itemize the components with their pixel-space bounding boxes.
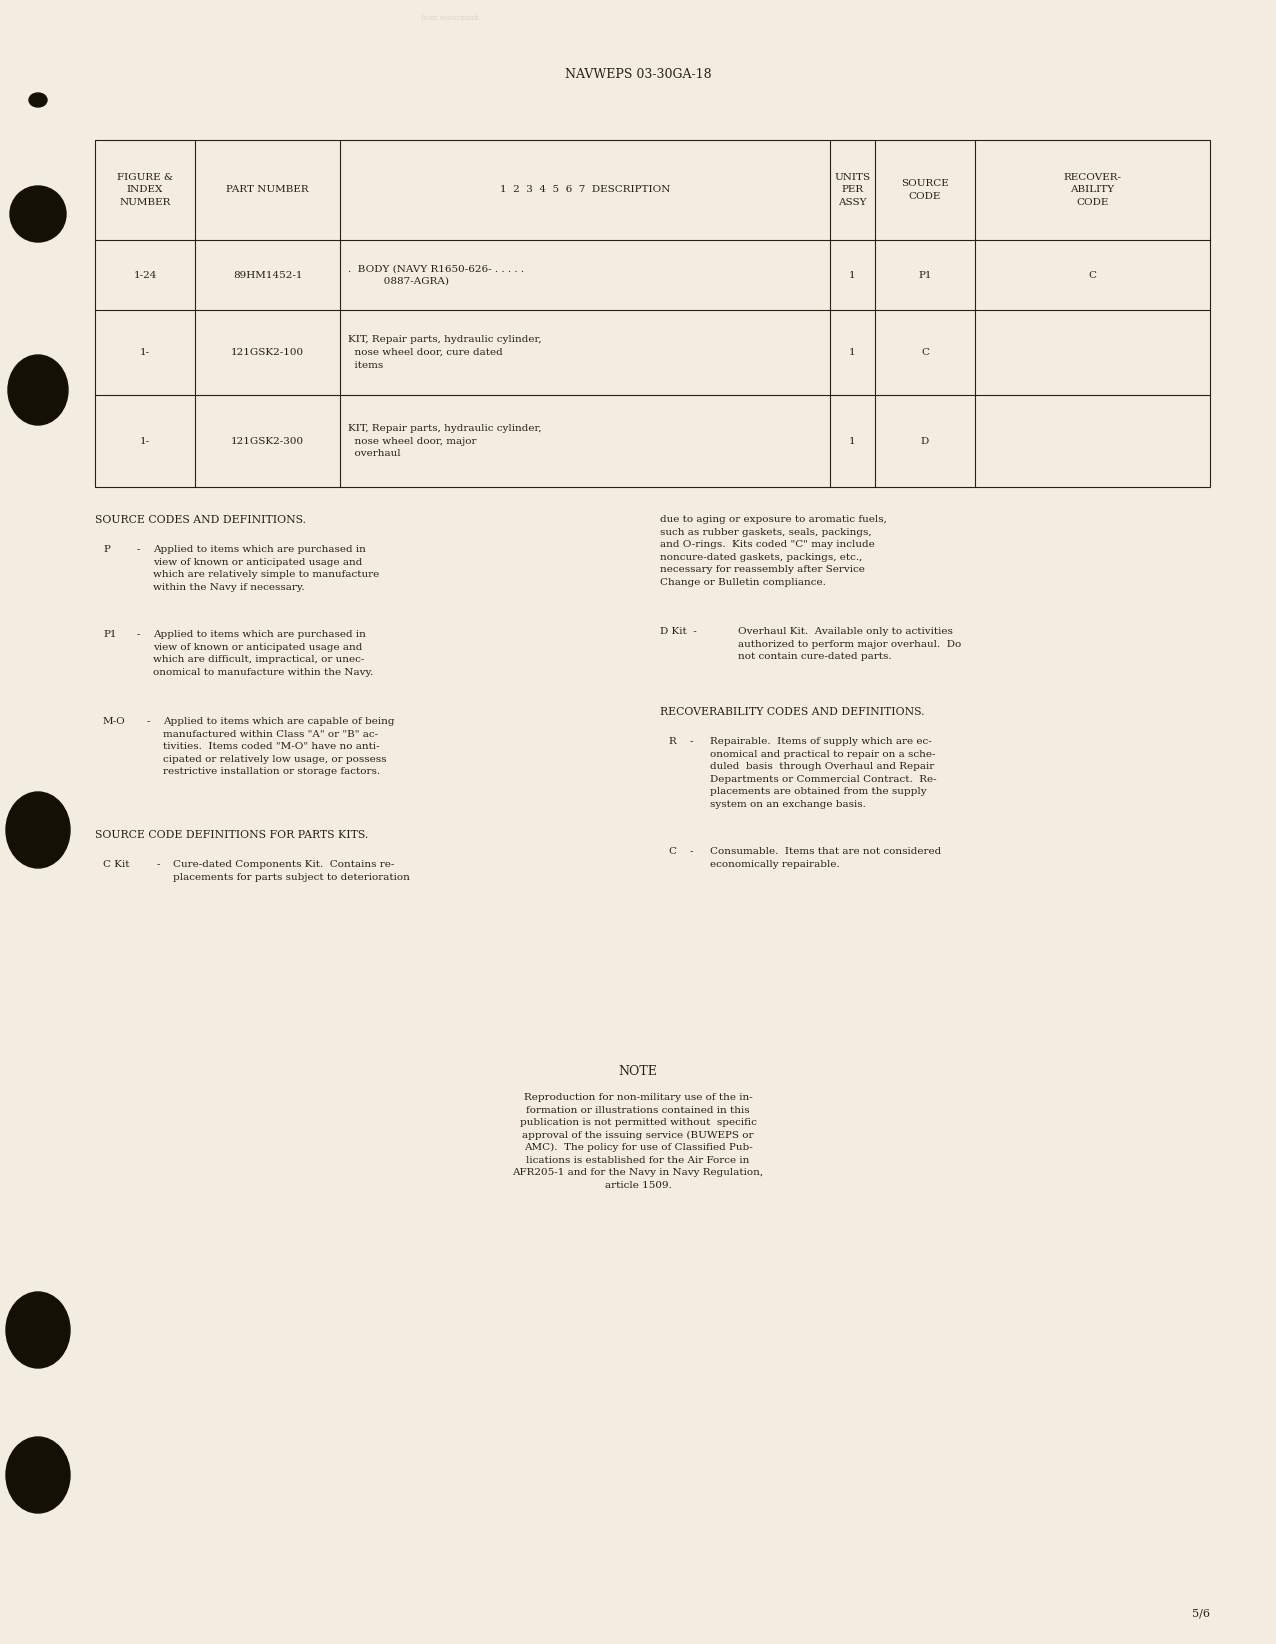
Text: -: -: [690, 847, 693, 857]
Bar: [94, 140, 1210, 487]
Text: 1-: 1-: [140, 437, 151, 446]
Text: C Kit: C Kit: [103, 860, 129, 870]
Text: 1  2  3  4  5  6  7  DESCRIPTION: 1 2 3 4 5 6 7 DESCRIPTION: [500, 186, 670, 194]
Ellipse shape: [8, 355, 68, 426]
Text: -: -: [137, 630, 140, 640]
Text: P1: P1: [103, 630, 116, 640]
Text: SOURCE CODES AND DEFINITIONS.: SOURCE CODES AND DEFINITIONS.: [94, 515, 306, 524]
Ellipse shape: [29, 94, 47, 107]
Text: 121GSK2-100: 121GSK2-100: [231, 349, 304, 357]
Text: P: P: [103, 546, 110, 554]
Text: 89HM1452-1: 89HM1452-1: [232, 271, 302, 279]
Text: Repairable.  Items of supply which are ec-
onomical and practical to repair on a: Repairable. Items of supply which are ec…: [709, 737, 937, 809]
Text: M-O: M-O: [103, 717, 126, 727]
Text: C: C: [669, 847, 676, 857]
Text: C: C: [921, 349, 929, 357]
Text: RECOVERABILITY CODES AND DEFINITIONS.: RECOVERABILITY CODES AND DEFINITIONS.: [660, 707, 925, 717]
Ellipse shape: [6, 1437, 70, 1512]
Text: Applied to items which are purchased in
view of known or anticipated usage and
w: Applied to items which are purchased in …: [153, 546, 379, 592]
Text: R: R: [669, 737, 676, 746]
Text: FIGURE &
INDEX
NUMBER: FIGURE & INDEX NUMBER: [117, 173, 174, 207]
Text: Reproduction for non-military use of the in-
formation or illustrations containe: Reproduction for non-military use of the…: [513, 1093, 763, 1190]
Text: 1-24: 1-24: [133, 271, 157, 279]
Text: SOURCE
CODE: SOURCE CODE: [901, 179, 949, 201]
Ellipse shape: [6, 1292, 70, 1368]
Text: faint watermark: faint watermark: [421, 15, 478, 21]
Text: 1-: 1-: [140, 349, 151, 357]
Text: C: C: [1088, 271, 1096, 279]
Text: 1: 1: [850, 437, 856, 446]
Text: Applied to items which are purchased in
view of known or anticipated usage and
w: Applied to items which are purchased in …: [153, 630, 374, 676]
Text: KIT, Repair parts, hydraulic cylinder,
  nose wheel door, cure dated
  items: KIT, Repair parts, hydraulic cylinder, n…: [348, 335, 541, 370]
Text: .  BODY (NAVY R1650-626- . . . . .
           0887-AGRA): . BODY (NAVY R1650-626- . . . . . 0887-A…: [348, 265, 524, 286]
Text: -: -: [147, 717, 151, 727]
Text: Cure-dated Components Kit.  Contains re-
placements for parts subject to deterio: Cure-dated Components Kit. Contains re- …: [174, 860, 410, 881]
Text: RECOVER-
ABILITY
CODE: RECOVER- ABILITY CODE: [1063, 173, 1122, 207]
Text: 121GSK2-300: 121GSK2-300: [231, 437, 304, 446]
Text: due to aging or exposure to aromatic fuels,
such as rubber gaskets, seals, packi: due to aging or exposure to aromatic fue…: [660, 515, 887, 587]
Text: NAVWEPS 03-30GA-18: NAVWEPS 03-30GA-18: [565, 67, 711, 81]
Text: UNITS
PER
ASSY: UNITS PER ASSY: [835, 173, 870, 207]
Text: NOTE: NOTE: [619, 1065, 657, 1078]
Text: Consumable.  Items that are not considered
economically repairable.: Consumable. Items that are not considere…: [709, 847, 942, 868]
Text: Applied to items which are capable of being
manufactured within Class "A" or "B": Applied to items which are capable of be…: [163, 717, 394, 776]
Ellipse shape: [10, 186, 66, 242]
Text: PART NUMBER: PART NUMBER: [226, 186, 309, 194]
Text: -: -: [157, 860, 161, 870]
Text: KIT, Repair parts, hydraulic cylinder,
  nose wheel door, major
  overhaul: KIT, Repair parts, hydraulic cylinder, n…: [348, 424, 541, 459]
Text: 5/6: 5/6: [1192, 1608, 1210, 1618]
Text: D Kit  -: D Kit -: [660, 626, 697, 636]
Text: 1: 1: [850, 349, 856, 357]
Text: D: D: [921, 437, 929, 446]
Text: -: -: [690, 737, 693, 746]
Ellipse shape: [6, 792, 70, 868]
Text: 1: 1: [850, 271, 856, 279]
Text: -: -: [137, 546, 140, 554]
Text: Overhaul Kit.  Available only to activities
authorized to perform major overhaul: Overhaul Kit. Available only to activiti…: [738, 626, 961, 661]
Text: P1: P1: [919, 271, 931, 279]
Text: SOURCE CODE DEFINITIONS FOR PARTS KITS.: SOURCE CODE DEFINITIONS FOR PARTS KITS.: [94, 830, 369, 840]
